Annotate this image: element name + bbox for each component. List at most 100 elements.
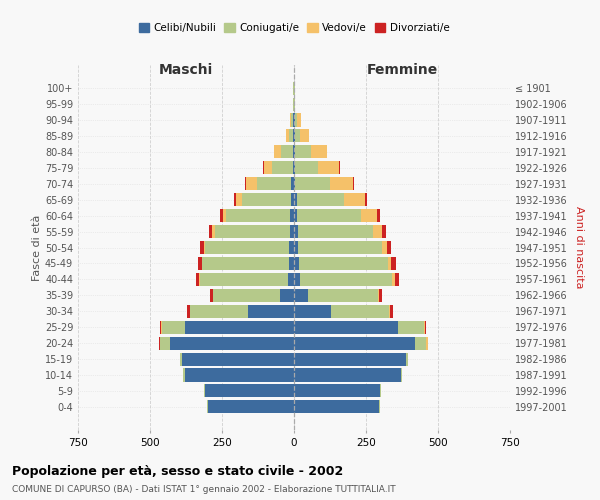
Bar (248, 304, 294, 318)
Bar (291, 177, 294, 190)
Bar (294, 225, 298, 238)
Bar (293, 146, 294, 158)
Bar (200, 241, 204, 254)
Bar (242, 193, 291, 206)
Bar (294, 98, 295, 110)
Bar (311, 146, 326, 158)
Bar (301, 273, 392, 286)
Bar (291, 193, 294, 206)
Bar (295, 177, 330, 190)
Bar (295, 146, 311, 158)
Bar (187, 304, 190, 318)
Text: COMUNE DI CAPURSO (BA) - Dati ISTAT 1° gennaio 2002 - Elaborazione TUTTITALIA.IT: COMUNE DI CAPURSO (BA) - Dati ISTAT 1° g… (12, 485, 395, 494)
Bar (286, 130, 289, 142)
Bar (391, 304, 394, 318)
Bar (294, 336, 415, 349)
Bar (209, 225, 212, 238)
Bar (382, 241, 387, 254)
Bar (290, 209, 294, 222)
Bar (289, 257, 294, 270)
Bar (373, 225, 382, 238)
Bar (294, 146, 295, 158)
Bar (223, 209, 226, 222)
Bar (198, 257, 202, 270)
Bar (294, 273, 301, 286)
Bar (388, 257, 391, 270)
Bar (389, 304, 391, 318)
Bar (226, 209, 290, 222)
Bar (215, 225, 290, 238)
Bar (272, 162, 293, 174)
Bar (182, 352, 294, 366)
Bar (245, 177, 247, 190)
Bar (298, 209, 361, 222)
Bar (308, 289, 377, 302)
Bar (287, 273, 294, 286)
Bar (382, 225, 386, 238)
Bar (365, 193, 367, 206)
Bar (294, 241, 298, 254)
Bar (330, 177, 353, 190)
Bar (294, 257, 299, 270)
Bar (257, 177, 291, 190)
Bar (391, 257, 395, 270)
Bar (295, 162, 319, 174)
Bar (294, 320, 398, 334)
Bar (294, 209, 298, 222)
Bar (290, 114, 291, 126)
Bar (294, 384, 380, 398)
Bar (377, 209, 380, 222)
Bar (294, 177, 295, 190)
Bar (291, 114, 293, 126)
Bar (236, 193, 242, 206)
Bar (401, 368, 402, 382)
Bar (406, 352, 408, 366)
Bar (185, 368, 294, 382)
Bar (301, 130, 309, 142)
Bar (298, 225, 373, 238)
Bar (294, 368, 401, 382)
Bar (297, 193, 344, 206)
Bar (202, 257, 289, 270)
Bar (214, 289, 280, 302)
Bar (298, 241, 382, 254)
Bar (361, 209, 377, 222)
Bar (180, 352, 182, 366)
Y-axis label: Anni di nascita: Anni di nascita (574, 206, 584, 289)
Bar (160, 336, 170, 349)
Bar (205, 384, 294, 398)
Bar (247, 177, 257, 190)
Bar (294, 193, 297, 206)
Bar (205, 241, 289, 254)
Bar (338, 162, 340, 174)
Bar (294, 289, 308, 302)
Bar (280, 289, 294, 302)
Bar (290, 225, 294, 238)
Bar (395, 273, 399, 286)
Bar (379, 289, 382, 302)
Bar (293, 162, 294, 174)
Bar (293, 98, 294, 110)
Bar (200, 273, 287, 286)
Bar (185, 320, 294, 334)
Bar (274, 146, 281, 158)
Bar (319, 162, 338, 174)
Bar (294, 400, 379, 413)
Bar (294, 162, 295, 174)
Bar (170, 336, 294, 349)
Text: Femmine: Femmine (367, 63, 437, 77)
Bar (427, 336, 428, 349)
Bar (353, 177, 355, 190)
Bar (190, 304, 248, 318)
Bar (294, 352, 406, 366)
Bar (295, 114, 298, 126)
Bar (289, 241, 294, 254)
Text: Maschi: Maschi (159, 63, 213, 77)
Bar (377, 289, 379, 302)
Bar (424, 320, 425, 334)
Bar (212, 225, 215, 238)
Bar (392, 273, 395, 286)
Bar (196, 273, 199, 286)
Bar (210, 289, 213, 302)
Bar (204, 241, 205, 254)
